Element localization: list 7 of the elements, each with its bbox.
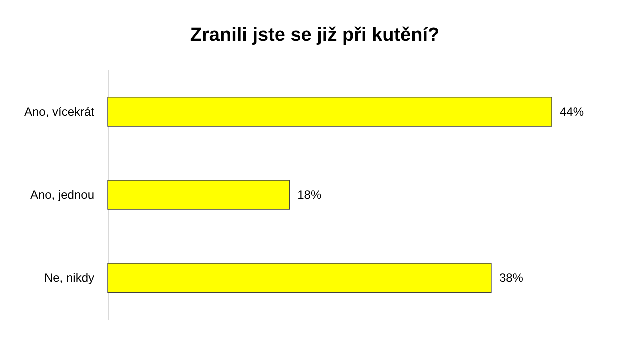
y-tick-label: Ano, vícekrát bbox=[24, 104, 96, 119]
chart-title: Zranili jste se již při kutění? bbox=[190, 25, 440, 46]
data-label: 38% bbox=[499, 271, 524, 286]
y-tick-label: Ano, jednou bbox=[30, 188, 94, 202]
data-label: 18% bbox=[298, 188, 322, 202]
data-label: 44% bbox=[560, 104, 584, 119]
y-tick-label: Ne, nikdy bbox=[44, 271, 94, 286]
